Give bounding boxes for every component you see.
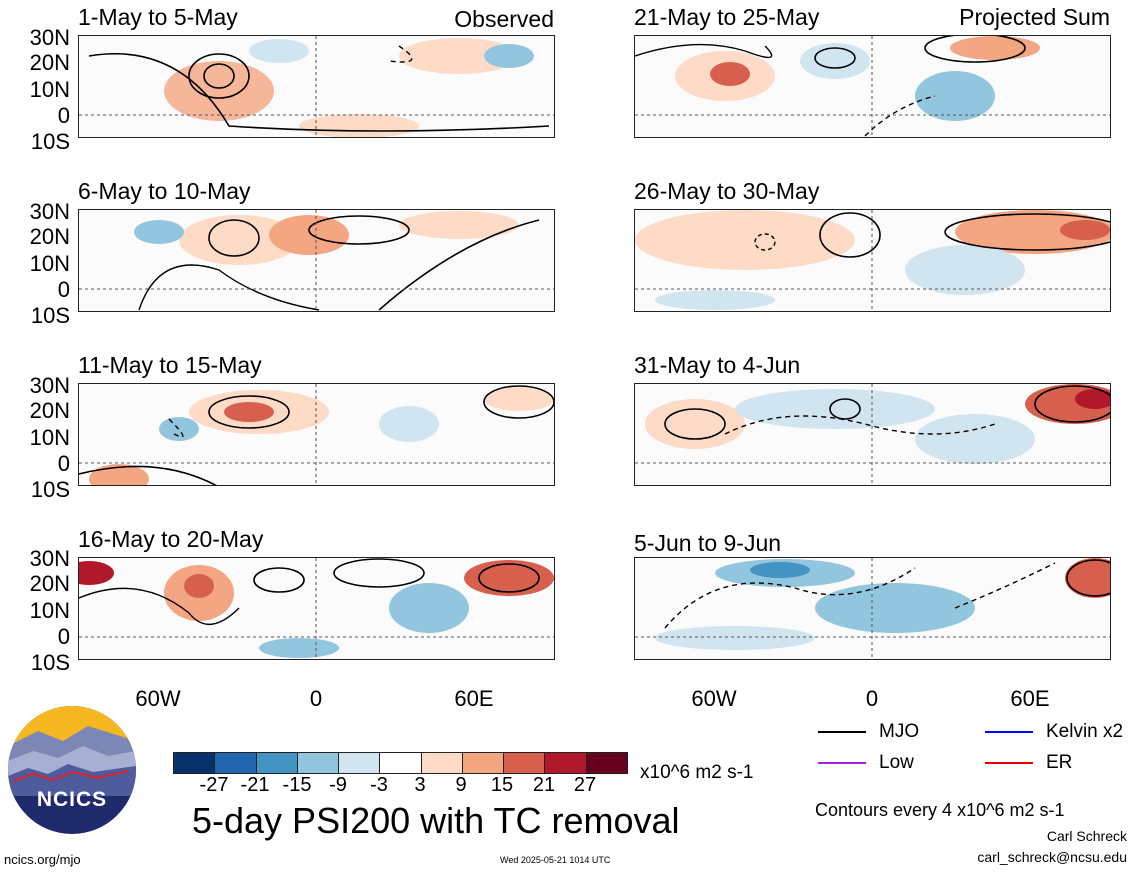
ylabel-10n: 10N (29, 598, 70, 623)
colorbar-label: -27 (199, 774, 229, 796)
colorbar-swatch-5 (339, 753, 381, 773)
ylabel-10s: 10S (30, 303, 70, 328)
panel-title-left-2: 6-May to 10-May (78, 178, 251, 204)
xtick-60e-left: 60E (454, 686, 494, 711)
panel-title-left-4: 16-May to 20-May (78, 526, 264, 552)
figure-title: 5-day PSI200 with TC removal (192, 800, 680, 841)
ylabel-20n: 20N (29, 398, 70, 423)
xtick-0-right: 0 (865, 686, 879, 711)
ylabel-0: 0 (57, 277, 70, 302)
map-panel-right-3 (634, 383, 1111, 486)
colorbar-label: -21 (240, 774, 270, 796)
ylabel-30n: 30N (29, 199, 70, 224)
colorbar (173, 752, 628, 774)
map-panel-left-2 (78, 209, 555, 312)
panel-title-right-3: 31-May to 4-Jun (634, 352, 801, 378)
ylabel-20n: 20N (29, 224, 70, 249)
colorbar-swatch-8 (462, 753, 505, 773)
map-panel-right-4 (634, 557, 1111, 660)
colorbar-units: x10^6 m2 s-1 (640, 762, 754, 783)
colorbar-swatch-10 (545, 753, 587, 773)
colorbar-label: 9 (455, 774, 467, 796)
colorbar-swatch-7 (421, 753, 463, 773)
xtick-60e-right: 60E (1010, 686, 1050, 711)
site-link[interactable]: ncics.org/mjo (4, 852, 81, 867)
map-panel-right-2 (634, 209, 1111, 312)
ylabel-30n: 30N (29, 373, 70, 398)
legend-line-low (818, 762, 866, 764)
map-panel-left-3 (78, 383, 555, 486)
ncics-logo: NCICS (8, 706, 136, 834)
legend-label-low: Low (879, 752, 914, 773)
panel-title-left-3: 11-May to 15-May (78, 352, 262, 378)
panel-tag-projected: Projected Sum (959, 4, 1110, 30)
ylabel-20n: 20N (29, 571, 70, 596)
panel-title-right-1: 21-May to 25-May (634, 4, 820, 30)
colorbar-swatch-11 (586, 753, 627, 773)
colorbar-label: -9 (329, 774, 347, 796)
legend-line-kelvin (985, 731, 1033, 733)
panel-title-left-1: 1-May to 5-May (78, 4, 238, 30)
colorbar-swatch-9 (504, 753, 546, 773)
ylabel-10n: 10N (29, 425, 70, 450)
colorbar-label: -3 (370, 774, 388, 796)
xtick-0-left: 0 (309, 686, 323, 711)
panel-tag-observed: Observed (454, 6, 554, 32)
map-panel-left-4 (78, 557, 555, 660)
colorbar-swatch-6 (380, 753, 422, 773)
xtick-60w-left: 60W (135, 686, 181, 711)
author-email: carl_schreck@ncsu.edu (977, 849, 1127, 865)
colorbar-label: -15 (282, 774, 312, 796)
ylabel-10n: 10N (29, 77, 70, 102)
ylabel-30n: 30N (29, 546, 70, 571)
author-credit: Carl Schreck (1046, 828, 1127, 844)
colorbar-swatch-3 (256, 753, 298, 773)
ylabel-10n: 10N (29, 251, 70, 276)
colorbar-swatch-2 (215, 753, 257, 773)
legend-label-kelvin: Kelvin x2 (1046, 721, 1124, 742)
map-panel-left-1 (78, 35, 555, 138)
ylabel-10s: 10S (30, 650, 70, 675)
ylabel-0: 0 (57, 451, 70, 476)
logo-text: NCICS (36, 788, 108, 811)
colorbar-label: 21 (532, 774, 556, 796)
colorbar-label: 15 (490, 774, 514, 796)
contour-note: Contours every 4 x10^6 m2 s-1 (815, 800, 1065, 820)
ylabel-0: 0 (57, 103, 70, 128)
legend-label-er: ER (1046, 752, 1073, 773)
legend-line-er (985, 762, 1033, 764)
colorbar-swatch-4 (297, 753, 340, 773)
ylabel-10s: 10S (30, 477, 70, 502)
map-panel-right-1 (634, 35, 1111, 138)
ylabel-20n: 20N (29, 50, 70, 75)
panel-title-right-2: 26-May to 30-May (634, 178, 820, 204)
colorbar-swatch-1 (174, 753, 216, 773)
timestamp: Wed 2025-05-21 1014 UTC (500, 855, 611, 865)
colorbar-label: 3 (414, 774, 426, 796)
legend-label-mjo: MJO (879, 721, 920, 742)
panel-title-right-4: 5-Jun to 9-Jun (634, 530, 782, 556)
ylabel-0: 0 (57, 624, 70, 649)
ylabel-10s: 10S (30, 129, 70, 154)
xtick-60w-right: 60W (691, 686, 737, 711)
legend-line-mjo (818, 731, 866, 733)
colorbar-label: 27 (573, 774, 597, 796)
ylabel-30n: 30N (29, 25, 70, 50)
